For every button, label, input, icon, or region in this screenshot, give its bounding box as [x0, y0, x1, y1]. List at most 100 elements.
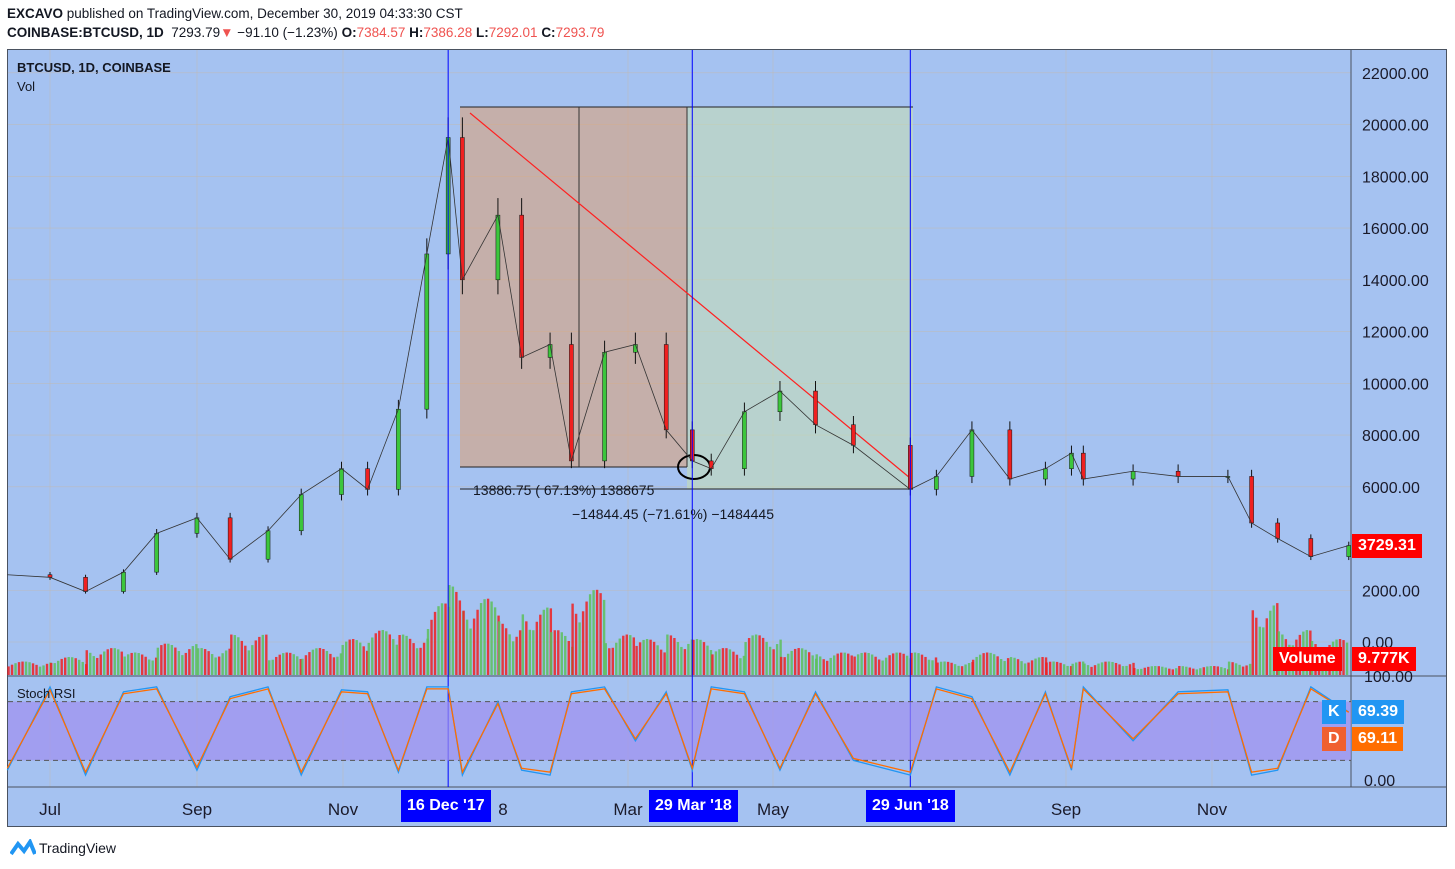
volume-tag: 9.777K — [1352, 647, 1416, 671]
volume-bar — [1097, 663, 1100, 675]
volume-bar — [1048, 661, 1052, 675]
volume-bar — [847, 653, 850, 675]
volume-bar — [359, 642, 362, 675]
volume-bar — [308, 652, 311, 675]
volume-bar — [233, 635, 237, 675]
volume-bar — [1150, 666, 1153, 675]
volume-bar — [1016, 659, 1020, 675]
volume-bar — [870, 654, 874, 675]
volume-bar — [177, 651, 181, 675]
tradingview-logo[interactable]: TradingView — [10, 839, 116, 857]
volume-bar — [982, 653, 985, 675]
x-tick-label: Jul — [39, 800, 61, 819]
volume-bar — [1251, 610, 1254, 675]
volume-bar — [588, 594, 592, 675]
volume-bar — [123, 656, 126, 675]
volume-bar — [999, 659, 1003, 675]
volume-bar — [188, 649, 191, 675]
volume-bar — [426, 629, 430, 675]
volume-bar — [99, 654, 102, 675]
volume-bar — [395, 644, 398, 675]
candle-body — [663, 344, 669, 431]
volume-bar — [14, 663, 17, 675]
volume-bar — [836, 653, 839, 675]
volume-bar — [203, 649, 207, 675]
volume-bar — [800, 648, 804, 675]
volume-bar — [261, 634, 265, 675]
volume-bar — [374, 633, 377, 675]
volume-bar — [943, 661, 946, 675]
volume-bar — [251, 645, 254, 675]
candle-body — [1249, 476, 1254, 524]
volume-bar — [50, 662, 53, 675]
volume-bar — [42, 665, 45, 675]
volume-bar — [645, 639, 649, 675]
volume-bar — [366, 650, 369, 675]
candle-body — [396, 408, 401, 490]
volume-bar — [174, 647, 177, 675]
candle-body — [1175, 471, 1181, 477]
volume-bar — [1209, 666, 1213, 675]
volume-bar — [946, 661, 950, 675]
down-arrow-icon: ▼ — [220, 25, 234, 40]
candle-body — [1043, 468, 1048, 480]
volume-bar — [486, 598, 490, 675]
candle-body — [851, 424, 856, 446]
volume-bar — [7, 666, 10, 675]
volume-bar — [64, 657, 67, 675]
volume-bar — [1059, 662, 1062, 675]
volume-bar — [154, 657, 158, 675]
volume-bar — [339, 653, 343, 675]
volume-bar — [1003, 661, 1006, 675]
volume-bar — [1265, 618, 1268, 675]
volume-bar — [57, 660, 60, 675]
volume-bar — [1227, 661, 1231, 675]
volume-bar — [53, 663, 56, 675]
volume-bar — [311, 649, 315, 675]
volume-bar — [1269, 610, 1272, 675]
volume-bar — [221, 653, 224, 675]
volume-bar — [1171, 669, 1174, 675]
volume-bar — [1178, 666, 1181, 675]
volume-bar — [564, 635, 567, 675]
volume-bar — [695, 639, 699, 675]
volume-bar — [144, 656, 147, 675]
l-label: L: — [475, 25, 489, 40]
tradingview-logo-icon — [10, 839, 36, 856]
candle-body — [742, 411, 747, 469]
volume-bar — [1202, 667, 1206, 675]
volume-bar — [228, 648, 231, 675]
volume-bar — [469, 628, 472, 675]
y-tick-label: 10000.00 — [1362, 376, 1429, 393]
volume-bar — [578, 622, 581, 675]
volume-bar — [863, 652, 867, 675]
volume-bar — [714, 651, 718, 675]
volume-bar — [1342, 640, 1345, 675]
volume-bar — [751, 635, 754, 675]
ohlc-line: COINBASE:BTCUSD, 1D 7293.79▼ −91.10 (−1.… — [7, 25, 604, 40]
volume-bar — [1114, 662, 1118, 675]
volume-bar — [557, 630, 560, 675]
volume-bar — [17, 662, 21, 675]
y-tick-label: 20000.00 — [1362, 118, 1429, 135]
volume-bar — [1231, 662, 1234, 675]
volume-bar — [412, 643, 415, 675]
volume-bar — [618, 638, 621, 675]
candle-body — [298, 494, 304, 532]
volume-bar — [571, 603, 574, 675]
y-tick-label: 2000.00 — [1362, 583, 1420, 600]
volume-bar — [437, 606, 440, 675]
legend-vol: Vol — [17, 79, 36, 94]
volume-bar — [819, 656, 822, 675]
volume-bar — [615, 642, 618, 675]
volume-bar — [465, 619, 469, 675]
volume-bar — [1161, 666, 1164, 675]
y-tick-label: 22000.00 — [1362, 66, 1429, 83]
volume-bar — [680, 646, 683, 675]
candle-body — [424, 253, 430, 410]
volume-bar — [92, 656, 95, 675]
candle-body — [1308, 538, 1314, 557]
volume-bar — [140, 654, 144, 675]
volume-bar — [902, 653, 905, 675]
